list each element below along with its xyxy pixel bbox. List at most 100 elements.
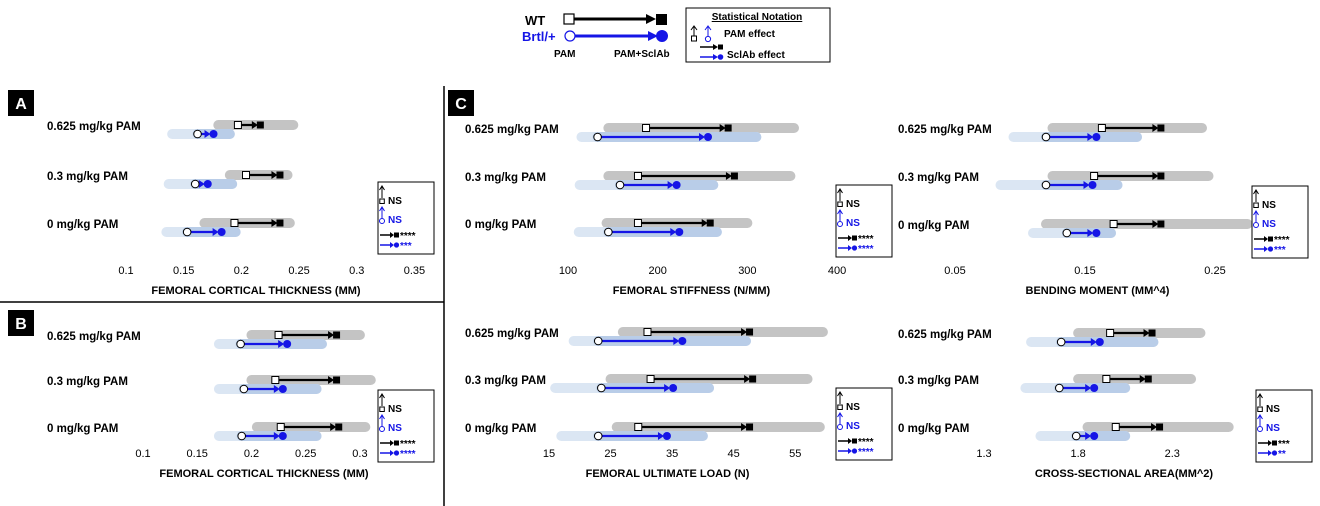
row-label: 0.3 mg/kg PAM [47,376,128,388]
stat-pam-brtl: NS [388,215,402,226]
wt-arrowhead-icon [271,171,278,179]
pam-brtl-arrowhead-icon [379,206,385,212]
sclab-brtl-arrowhead-icon [848,448,852,454]
pam-effect-label: PAM effect [724,29,776,40]
chart-5: 0.625 mg/kg PAM 0.3 mg/kg PAM 0 mg/kg PAM 1… [465,327,893,480]
stat-pam-brtl: NS [1262,219,1276,230]
row-label: 0 mg/kg PAM [47,423,118,435]
pam-brtl-marker-icon [1253,222,1259,228]
pam-wt-arrowhead-icon [837,391,843,397]
brtl-pam-point [193,129,202,139]
brtl-arrowhead-icon [699,133,706,141]
row-label: 0.625 mg/kg PAM [47,331,141,343]
wt-pam-point [1106,329,1115,337]
stat-pam-wt: NS [388,404,402,415]
brtl-arrowhead-icon [204,130,211,138]
wt-pam-sclab-point [276,219,284,227]
brtl-pam-point [1054,383,1064,393]
brtl-pam-sclab-point [217,228,226,236]
wt-arrowhead-icon [701,219,708,227]
x-tick-label: 35 [666,448,678,460]
stat-pam-wt: NS [1266,404,1280,415]
stat-pam-wt: NS [388,196,402,207]
brtl-pam-point [1041,132,1051,142]
wt-pam-sclab-point [706,219,714,227]
stat-sclab-wt: **** [400,439,416,450]
panel-a-badge [8,90,34,116]
brtl-arrowhead-icon [1087,133,1094,141]
x-tick-label: 200 [649,265,667,277]
x-tick-label: 55 [789,448,801,460]
stat-pam-brtl: NS [846,421,860,432]
brtl-pam-point [615,180,625,190]
wt-pam-sclab-point [1144,375,1152,383]
wt-arrowhead-icon [1151,423,1158,431]
x-tick-label: 0.2 [234,265,249,277]
wt-pam-point [1090,172,1099,180]
stat-sclab-wt: *** [1278,439,1290,450]
sclab-wt-marker-icon [1272,440,1277,446]
sclab-wt-arrowhead-icon [390,232,394,238]
pam-brtl-marker-icon [1257,426,1263,432]
sclab-brtl-marker-icon [1267,246,1274,252]
brtl-pam-point [593,431,603,441]
brtl-arrowhead-icon [1085,384,1092,392]
x-tick-label: 0.1 [135,448,150,460]
legend-brtl-label: Brtl/+ [522,29,556,44]
x-tick-label: 100 [559,265,577,277]
legend-pam-label: PAM [554,49,575,60]
x-axis-title: CROSS-SECTIONAL AREA(MM^2) [1035,468,1213,480]
sclab-effect-label: SclAb effect [727,50,785,61]
x-tick-label: 0.25 [295,448,316,460]
x-tick-label: 0.25 [288,265,309,277]
x-tick-label: 300 [738,265,756,277]
pam-wt-arrowhead-icon [837,188,843,194]
wt-pam-point [230,219,239,227]
stat-notation-title: Statistical Notation [712,12,803,23]
row-label: 0 mg/kg PAM [465,219,536,231]
stat-sclab-brtl: *** [400,241,412,252]
x-tick-label: 0.35 [404,265,425,277]
stat-pam-brtl: NS [388,423,402,434]
x-tick-label: 15 [543,448,555,460]
brtl-arrowhead-icon [1087,229,1094,237]
brtl-pam-sclab-point [672,181,681,189]
row-label: 0.3 mg/kg PAM [47,171,128,183]
stats-box: NS NS ******** [377,389,435,463]
sclab-brtl-marker-icon [393,450,400,456]
pam-wt-marker-icon [379,198,385,204]
wt-arrowhead-icon [1152,220,1159,228]
legend-wt-pam-marker [563,13,575,25]
brtl-pam-point [239,384,249,394]
pam-wt-arrowhead-icon [379,185,385,191]
brtl-pam-sclab-point [678,337,687,345]
pam-wt-arrowhead-icon [1257,393,1263,399]
chart-6: 0.625 mg/kg PAM 0.3 mg/kg PAM 0 mg/kg PAM 1… [898,328,1313,480]
wt-arrowhead-icon [271,219,278,227]
sclab-brtl-arrowhead-icon [390,450,394,456]
row-label: 0.3 mg/kg PAM [898,172,979,184]
row-label: 0 mg/kg PAM [898,220,969,232]
wt-arrowhead-icon [1152,124,1159,132]
pam-wt-marker-icon [837,404,843,410]
brtl-arrowhead-icon [198,180,205,188]
x-tick-label: 400 [828,265,846,277]
chart-2: 0.625 mg/kg PAM 0.3 mg/kg PAM 0 mg/kg PAM 0… [47,330,435,480]
stat-sclab-brtl: ** [1278,449,1286,460]
sclab-brtl-marker-icon [851,245,858,251]
x-tick-label: 0.15 [1074,265,1095,277]
wt-pam-point [242,171,250,179]
stats-box: NS NS ******** [835,184,893,258]
brtl-pam-sclab-point [675,228,684,236]
pam-brtl-marker-icon [837,424,843,430]
wt-pam-sclab-point [746,423,754,431]
brtl-pam-sclab-point [1092,229,1101,237]
wt-pam-point [271,376,280,384]
wt-pam-point [633,219,642,227]
stats-box-frame [377,389,435,463]
pam-wt-marker-icon [1253,202,1259,208]
x-tick-label: 0.15 [187,448,208,460]
chart-4: 0.625 mg/kg PAM 0.3 mg/kg PAM 0 mg/kg PAM 0… [898,123,1309,297]
brtl-pam-sclab-point [283,340,292,348]
brtl-arrowhead-icon [673,337,680,345]
